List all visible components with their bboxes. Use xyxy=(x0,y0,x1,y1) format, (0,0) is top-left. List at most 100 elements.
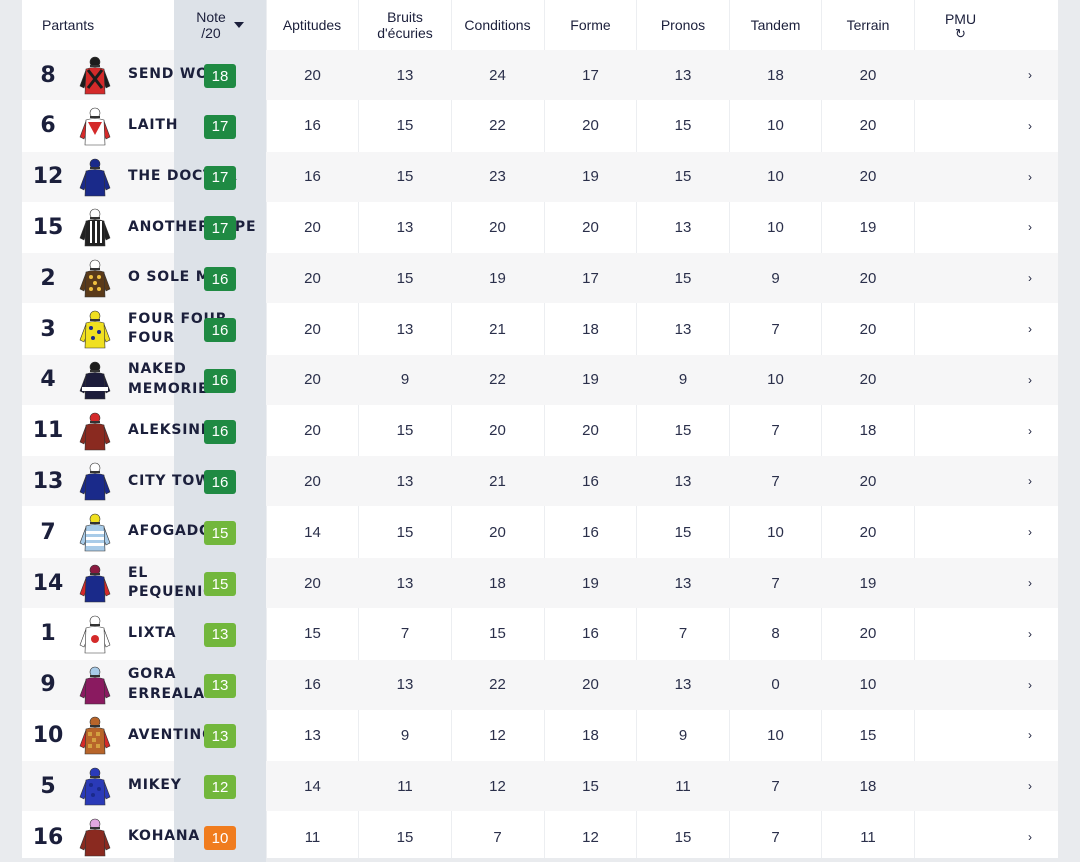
cell-terrain: 20 xyxy=(859,66,877,84)
cell-tandem: 18 xyxy=(767,66,784,84)
table-row[interactable]: 10 AVENTINO 13 13 9 12 18 9 10 15 › xyxy=(22,710,1058,761)
chevron-right-icon[interactable]: › xyxy=(1028,576,1032,590)
cell-conditions: 21 xyxy=(489,320,506,338)
refresh-icon[interactable]: ↻ xyxy=(955,25,966,41)
chevron-right-icon[interactable]: › xyxy=(1028,169,1032,184)
cell-forme: 20 xyxy=(582,117,599,135)
cell-forme: 17 xyxy=(582,269,599,287)
horse-name[interactable]: NAKED MEMORIES xyxy=(128,361,220,397)
chevron-right-icon[interactable]: › xyxy=(1028,779,1032,794)
chevron-right-icon[interactable]: › xyxy=(1028,423,1032,438)
note-badge: 17 xyxy=(204,114,236,139)
cell-pronos: 15 xyxy=(674,269,692,287)
table-row[interactable]: 16 KOHANA 10 11 15 7 12 15 7 11 › xyxy=(22,812,1058,862)
chevron-right-icon[interactable]: › xyxy=(1028,677,1032,692)
cell-terrain: 20 xyxy=(859,523,877,541)
table-row[interactable]: 14 EL PEQUENIO 15 20 13 18 19 13 7 19 › xyxy=(22,558,1058,608)
cell-conditions: 12 xyxy=(489,777,506,795)
runner-number: 8 xyxy=(40,62,56,88)
cell-bruits: 15 xyxy=(396,828,414,846)
horse-name[interactable]: EL PEQUENIO xyxy=(128,564,216,601)
horse-name[interactable]: ALEKSINE xyxy=(128,421,212,438)
jockey-silk-icon xyxy=(79,717,111,755)
horse-name[interactable]: KOHANA xyxy=(128,828,201,845)
table-row[interactable]: 13 CITY TOWN 16 20 13 21 16 13 7 20 › xyxy=(22,456,1058,507)
cell-conditions: 19 xyxy=(489,269,506,287)
chevron-right-icon[interactable]: › xyxy=(1028,830,1032,844)
chevron-right-icon[interactable]: › xyxy=(1028,271,1032,286)
header-conditions[interactable]: Conditions xyxy=(451,0,544,50)
cell-aptitudes: 20 xyxy=(304,269,321,287)
note-badge: 16 xyxy=(204,419,236,444)
header-note-sort[interactable]: Note /20 xyxy=(174,0,266,50)
table-row[interactable]: 4 NAKED MEMORIES 16 20 9 22 19 9 10 20 › xyxy=(22,354,1058,405)
chevron-right-icon[interactable]: › xyxy=(1028,68,1032,82)
table-row[interactable]: 3 FOUR FOUR FOUR 16 20 13 21 18 13 7 20 › xyxy=(22,304,1058,354)
header-terrain[interactable]: Terrain xyxy=(822,0,914,50)
table-row[interactable]: 5 MIKEY 12 14 11 12 15 11 7 18 › xyxy=(22,761,1058,812)
chevron-right-icon[interactable]: › xyxy=(1028,322,1032,336)
horse-name[interactable]: FOUR FOUR FOUR xyxy=(128,310,228,347)
cell-conditions: 23 xyxy=(489,168,506,186)
cell-pronos: 11 xyxy=(675,777,691,795)
header-forme[interactable]: Forme xyxy=(544,0,637,50)
cell-tandem: 10 xyxy=(767,523,784,541)
header-pmu[interactable]: PMU ↻ xyxy=(914,0,1007,50)
runner-number: 7 xyxy=(40,519,56,545)
cell-terrain: 18 xyxy=(859,422,877,440)
table-row[interactable]: 1 LIXTA 13 15 7 15 16 7 8 20 › xyxy=(22,608,1058,659)
header-pronos[interactable]: Pronos xyxy=(637,0,729,50)
horse-name[interactable]: GORA ERREALA xyxy=(128,666,205,702)
table-row[interactable]: 2 O SOLE MIO 16 20 15 19 17 15 9 20 › xyxy=(22,253,1058,304)
horse-name[interactable]: CITY TOWN xyxy=(128,472,224,489)
cell-aptitudes: 14 xyxy=(304,777,321,795)
horse-name[interactable]: AVENTINO xyxy=(128,726,215,743)
runner-number: 13 xyxy=(32,468,64,494)
header-pmu-label: PMU xyxy=(944,10,977,27)
horse-name[interactable]: O SOLE MIO xyxy=(128,269,230,286)
chevron-right-icon[interactable]: › xyxy=(1028,372,1032,387)
cell-pronos: 15 xyxy=(674,523,692,541)
horse-name[interactable]: LAITH xyxy=(128,117,179,134)
chevron-right-icon[interactable]: › xyxy=(1028,474,1032,489)
header-bruits[interactable]: Bruits d'écuries xyxy=(359,0,451,50)
note-badge: 16 xyxy=(204,470,236,495)
cell-tandem: 7 xyxy=(771,828,780,846)
chevron-right-icon[interactable]: › xyxy=(1028,118,1032,133)
cell-tandem: 10 xyxy=(767,726,784,744)
chevron-right-icon[interactable]: › xyxy=(1028,728,1032,743)
table-row[interactable]: 15 ANOTHERHOPE 17 20 13 20 20 13 10 19 › xyxy=(22,202,1058,253)
chevron-right-icon[interactable]: › xyxy=(1028,220,1032,235)
table-row[interactable]: 8 SEND WOOD 18 20 13 24 17 13 18 20 › xyxy=(22,50,1058,100)
cell-aptitudes: 13 xyxy=(304,726,321,744)
horse-name[interactable]: MIKEY xyxy=(128,777,182,794)
header-tandem[interactable]: Tandem xyxy=(729,0,822,50)
cell-pronos: 13 xyxy=(674,320,692,338)
chevron-right-icon[interactable]: › xyxy=(1028,525,1032,540)
note-badge: 12 xyxy=(204,775,236,800)
horse-name[interactable]: AFOGADO xyxy=(128,523,212,540)
jockey-silk-icon xyxy=(79,666,111,704)
cell-aptitudes: 20 xyxy=(304,371,321,389)
cell-terrain: 18 xyxy=(859,777,877,795)
cell-aptitudes: 16 xyxy=(304,117,321,135)
header-bruits-label: Bruits xyxy=(387,9,423,25)
table-row[interactable]: 7 AFOGADO 15 14 15 20 16 15 10 20 › xyxy=(22,507,1058,558)
cell-aptitudes: 20 xyxy=(304,218,321,236)
table-row[interactable]: 6 LAITH 17 16 15 22 20 15 10 20 › xyxy=(22,100,1058,151)
table-row[interactable]: 12 THE DOCTOR 17 16 15 23 19 15 10 20 › xyxy=(22,151,1058,202)
cell-pronos: 15 xyxy=(674,828,692,846)
header-note-scale: /20 xyxy=(201,25,221,41)
chevron-right-icon[interactable]: › xyxy=(1028,626,1032,641)
table-row[interactable]: 9 GORA ERREALA 13 16 13 22 20 13 0 10 › xyxy=(22,659,1058,710)
cell-forme: 16 xyxy=(582,625,599,643)
cell-pronos: 15 xyxy=(674,117,692,135)
header-aptitudes[interactable]: Aptitudes xyxy=(266,0,358,50)
horse-name[interactable]: LIXTA xyxy=(128,625,177,642)
table-row[interactable]: 11 ALEKSINE 16 20 15 20 20 15 7 18 › xyxy=(22,405,1058,456)
note-badge: 18 xyxy=(204,64,236,88)
cell-bruits: 9 xyxy=(400,726,410,744)
runner-number: 6 xyxy=(40,113,56,139)
header-partants[interactable]: Partants xyxy=(42,0,142,50)
cell-bruits: 15 xyxy=(396,523,414,541)
